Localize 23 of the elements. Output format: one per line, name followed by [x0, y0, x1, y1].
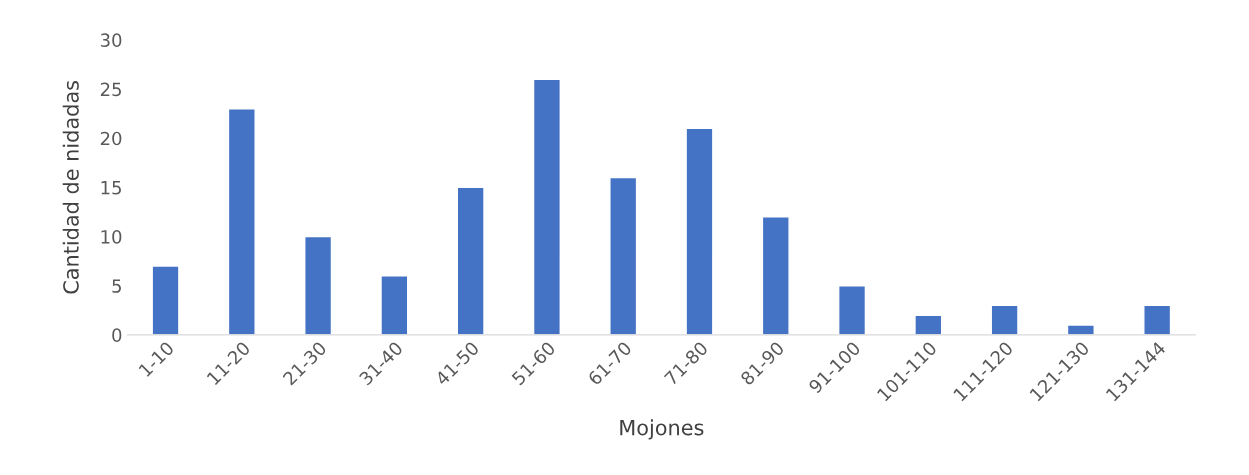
y-tick-label: 25	[100, 82, 121, 97]
bar	[609, 176, 638, 335]
y-tick-label: 0	[112, 328, 122, 342]
y-axis-title: Cantidad de nidadas	[62, 81, 79, 294]
y-tick-label: 20	[100, 131, 122, 146]
y-tick-label: 5	[112, 279, 121, 293]
x-axis-title: Mojones	[620, 419, 704, 440]
y-tick-label: 10	[101, 230, 122, 244]
bar	[304, 235, 333, 335]
bar	[837, 285, 867, 335]
bar	[227, 108, 256, 335]
y-tick-label: 15	[101, 181, 121, 195]
bar	[1066, 324, 1095, 335]
bar	[914, 314, 943, 335]
bar	[685, 127, 714, 335]
bar	[761, 216, 790, 335]
y-tick-label: 30	[100, 33, 122, 48]
bar	[532, 78, 561, 335]
bar	[456, 186, 485, 335]
bar	[380, 275, 409, 335]
bar	[990, 304, 1019, 335]
bar	[151, 265, 180, 335]
bar	[1143, 304, 1172, 335]
